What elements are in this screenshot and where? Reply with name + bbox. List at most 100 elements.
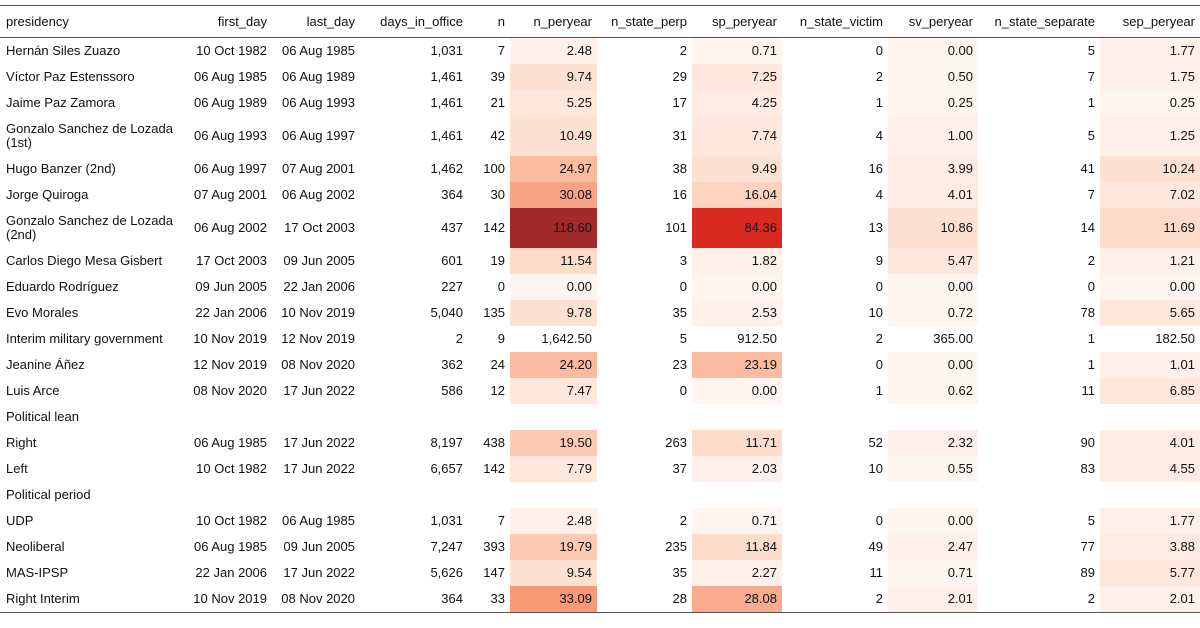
column-header: sv_peryear (888, 5, 978, 38)
cell: 08 Nov 2020 (193, 383, 267, 398)
row-label: Gonzalo Sanchez de Lozada (2nd) (6, 213, 173, 242)
cell: 5.77 (1100, 560, 1200, 586)
row-label: Carlos Diego Mesa Gisbert (6, 253, 163, 268)
cell: 0 (1087, 279, 1095, 294)
cell: 2.27 (692, 560, 782, 586)
data-row: Jaime Paz Zamora 06 Aug 1989 06 Aug 1993 1,… (0, 90, 1200, 116)
cell: 23.19 (692, 352, 782, 378)
cell: 1.77 (1100, 508, 1200, 534)
cell: 24 (490, 357, 505, 372)
cell: 1,461 (430, 128, 463, 143)
cell: 11 (1081, 383, 1096, 398)
cell: 0.71 (692, 508, 782, 534)
cell: 38 (672, 161, 687, 176)
cell: 2 (875, 331, 883, 346)
cell: 5.47 (888, 248, 978, 274)
row-label: Evo Morales (6, 305, 79, 320)
data-row: Right Interim 10 Nov 2019 08 Nov 2020 364 33… (0, 586, 1200, 613)
row-label: Jorge Quiroga (6, 187, 89, 202)
cell: 9.54 (510, 560, 597, 586)
cell: 2.53 (692, 300, 782, 326)
cell: 0 (875, 357, 883, 372)
cell: 0.50 (888, 64, 978, 90)
cell: 135 (483, 305, 505, 320)
row-label: Left (6, 461, 28, 476)
cell: 1.25 (1100, 116, 1200, 156)
cell: 5 (1087, 513, 1095, 528)
cell: 78 (1080, 305, 1095, 320)
row-label: Jaime Paz Zamora (6, 95, 116, 110)
cell: 912.50 (692, 326, 782, 352)
cell: 10 Nov 2019 (193, 591, 267, 606)
cell: 1,462 (430, 161, 463, 176)
cell: 06 Aug 1993 (281, 95, 355, 110)
cell: 7,247 (430, 539, 463, 554)
data-row: MAS-IPSP 22 Jan 2006 17 Jun 2022 5,626 147 9.… (0, 560, 1200, 586)
cell: 2.48 (510, 37, 597, 64)
cell: 2.47 (888, 534, 978, 560)
column-header: n_state_victim (782, 5, 888, 38)
cell: 5.25 (510, 90, 597, 116)
cell: 17 Oct 2003 (284, 220, 355, 235)
cell: 0.72 (888, 300, 978, 326)
cell: 33 (490, 591, 505, 606)
cell: 9.49 (692, 156, 782, 182)
cell: 17 Jun 2022 (283, 383, 355, 398)
column-header: last_day (272, 5, 360, 38)
cell: 437 (441, 220, 463, 235)
column-header: n (468, 5, 510, 38)
cell: 24.20 (510, 352, 597, 378)
column-header: n_state_separate (978, 5, 1100, 38)
table-body: Hernán Siles Zuazo 10 Oct 1982 06 Aug 1985… (0, 37, 1200, 613)
data-row: Luis Arce 08 Nov 2020 17 Jun 2022 586 12 7.47… (0, 378, 1200, 404)
cell: 2.01 (1100, 586, 1200, 613)
data-row: Gonzalo Sanchez de Lozada (1st) 06 Aug 19… (0, 116, 1200, 156)
cell: 438 (483, 435, 505, 450)
cell: 13 (868, 220, 883, 235)
cell: 5,626 (430, 565, 463, 580)
cell: 16 (868, 161, 883, 176)
cell: 11.71 (692, 430, 782, 456)
cell: 0 (875, 513, 883, 528)
cell: 0 (679, 279, 687, 294)
cell: 7.79 (510, 456, 597, 482)
row-label: Neoliberal (6, 539, 65, 554)
cell: 0.00 (888, 352, 978, 378)
cell: 10 Oct 1982 (196, 513, 267, 528)
cell: 235 (665, 539, 687, 554)
cell: 4 (875, 187, 883, 202)
column-header: n_peryear (510, 5, 597, 38)
cell: 11.84 (692, 534, 782, 560)
cell: 0.00 (692, 378, 782, 404)
cell: 17 Jun 2022 (283, 565, 355, 580)
cell: 28.08 (692, 586, 782, 613)
cell: 5 (1087, 43, 1095, 58)
cell: 1,642.50 (510, 326, 597, 352)
cell: 14 (1080, 220, 1095, 235)
cell: 11.54 (510, 248, 597, 274)
cell: 90 (1080, 435, 1095, 450)
data-row: Hernán Siles Zuazo 10 Oct 1982 06 Aug 1985… (0, 37, 1200, 64)
cell: 9 (497, 331, 505, 346)
cell: 0.25 (888, 90, 978, 116)
column-header: presidency (0, 5, 185, 38)
cell: 06 Aug 1997 (281, 128, 355, 143)
cell: 24.97 (510, 156, 597, 182)
data-table: presidency first_day last_day days_in_offic… (0, 5, 1200, 613)
cell: 2 (1087, 591, 1095, 606)
row-label: Interim military government (6, 331, 163, 346)
cell: 0.25 (1100, 90, 1200, 116)
cell: 1 (875, 383, 883, 398)
cell: 22 Jan 2006 (195, 565, 267, 580)
cell: 08 Nov 2020 (281, 357, 355, 372)
cell: 364 (441, 187, 463, 202)
cell: 1.21 (1100, 248, 1200, 274)
cell: 0.55 (888, 456, 978, 482)
cell: 586 (441, 383, 463, 398)
cell: 29 (672, 69, 687, 84)
cell: 4.25 (692, 90, 782, 116)
cell: 1,461 (430, 69, 463, 84)
cell: 0.00 (888, 508, 978, 534)
cell: 07 Aug 2001 (193, 187, 267, 202)
